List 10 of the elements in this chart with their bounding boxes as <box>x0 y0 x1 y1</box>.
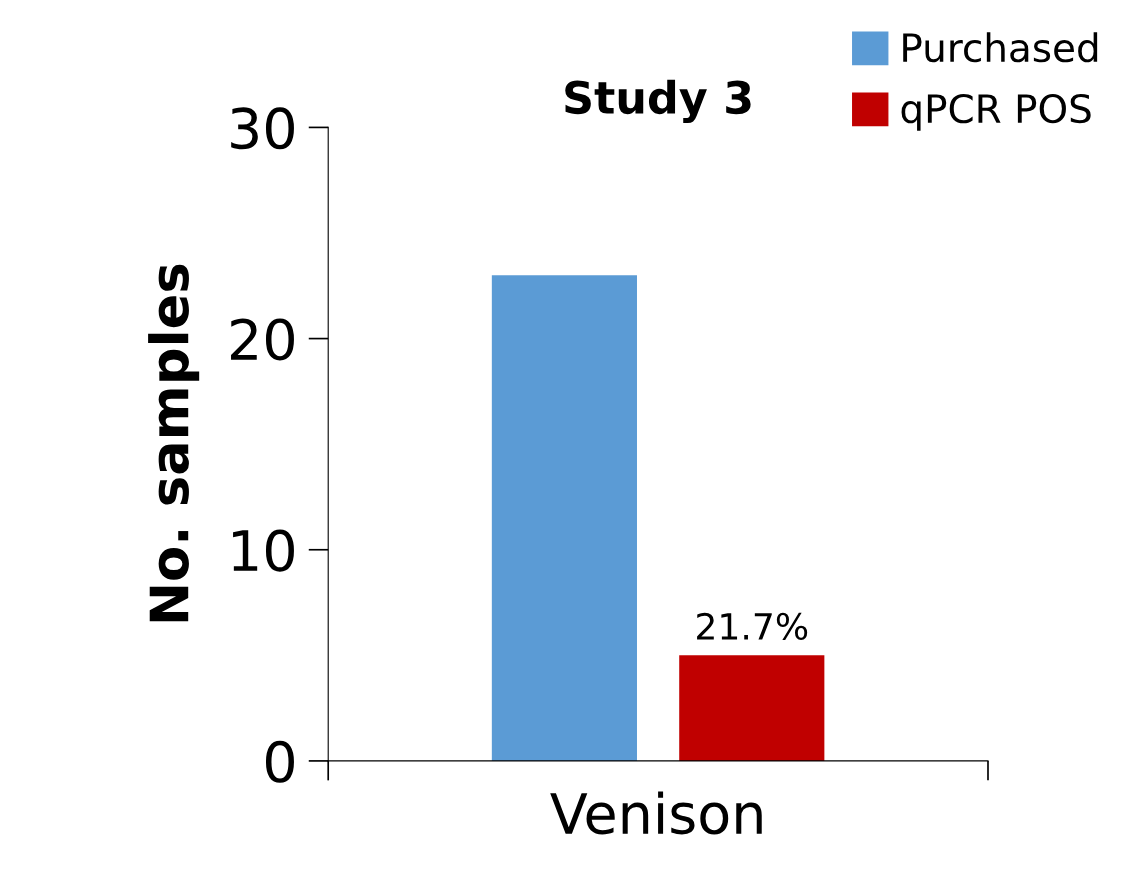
y-tick-label: 30 <box>231 107 294 150</box>
x-tick-label: Venison <box>550 791 762 835</box>
y-tick-label: 0 <box>265 740 294 783</box>
legend-label: qPCR POS <box>901 93 1091 131</box>
legend-label: Purchased <box>903 32 1098 63</box>
y-tick-label: 20 <box>231 318 294 361</box>
y-tick-label: 10 <box>233 529 294 572</box>
y-axis-title: No. samples <box>148 264 200 622</box>
annotation: 21.7% <box>697 612 808 640</box>
chart-title: Study 3 <box>565 79 751 124</box>
